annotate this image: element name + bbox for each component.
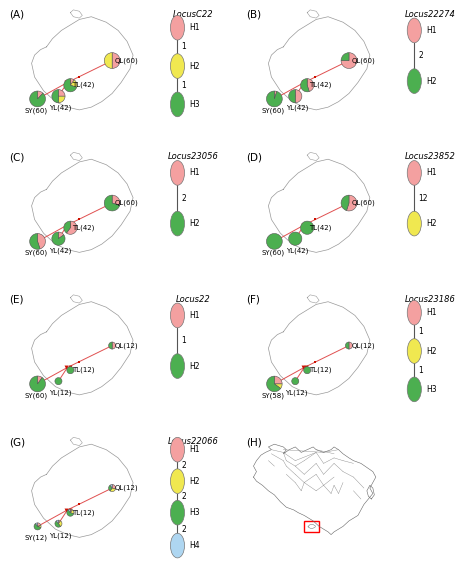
Text: 2: 2 (182, 194, 186, 203)
Text: TL(42): TL(42) (309, 225, 331, 231)
Text: YL(42): YL(42) (49, 247, 71, 253)
Text: Locus22066: Locus22066 (168, 437, 219, 446)
Circle shape (171, 469, 184, 494)
Circle shape (171, 303, 184, 328)
Text: H2: H2 (189, 362, 200, 370)
Text: H4: H4 (189, 541, 200, 550)
Text: H1: H1 (189, 311, 200, 320)
Text: SY(60): SY(60) (25, 107, 47, 114)
Text: H2: H2 (189, 477, 200, 486)
Text: 1: 1 (418, 366, 423, 375)
Text: H1: H1 (189, 23, 200, 32)
Text: (E): (E) (9, 295, 24, 305)
Text: SY(12): SY(12) (25, 535, 47, 541)
Circle shape (171, 16, 184, 40)
Text: Locus23056: Locus23056 (168, 153, 219, 161)
Text: SY(60): SY(60) (25, 392, 47, 399)
Text: 1: 1 (418, 327, 423, 336)
Text: 2: 2 (182, 525, 186, 533)
Text: QL(60): QL(60) (351, 200, 375, 206)
Text: H2: H2 (189, 62, 200, 70)
Text: QL(60): QL(60) (351, 58, 375, 64)
Text: Locus23186: Locus23186 (405, 295, 456, 304)
Circle shape (171, 354, 184, 378)
Text: H2: H2 (426, 219, 437, 228)
Text: H1: H1 (426, 26, 437, 35)
Text: SY(60): SY(60) (261, 107, 284, 114)
Circle shape (407, 161, 421, 185)
Text: QL(60): QL(60) (114, 200, 138, 206)
Text: 1: 1 (182, 43, 186, 51)
Bar (304, 521, 319, 532)
Text: H2: H2 (426, 77, 437, 86)
Text: LocusC22: LocusC22 (173, 10, 213, 19)
Text: Locus22274: Locus22274 (405, 10, 456, 19)
Text: (B): (B) (246, 10, 261, 20)
Circle shape (171, 437, 184, 462)
Text: QL(60): QL(60) (114, 58, 138, 64)
Circle shape (171, 533, 184, 558)
Text: 2: 2 (418, 51, 423, 60)
Text: H1: H1 (189, 168, 200, 177)
Text: 12: 12 (418, 194, 428, 203)
Text: 1: 1 (182, 81, 186, 90)
Circle shape (171, 211, 184, 236)
Text: TL(42): TL(42) (72, 225, 94, 231)
Text: QL(12): QL(12) (115, 485, 138, 491)
Circle shape (407, 69, 421, 93)
Circle shape (171, 92, 184, 117)
Text: YL(42): YL(42) (285, 105, 308, 111)
Text: H1: H1 (426, 168, 437, 177)
Circle shape (407, 18, 421, 43)
Text: QL(12): QL(12) (351, 342, 375, 349)
Text: YL(12): YL(12) (49, 389, 71, 396)
Text: TL(12): TL(12) (72, 367, 94, 373)
Text: 1: 1 (182, 336, 186, 345)
Text: H2: H2 (189, 219, 200, 228)
Circle shape (407, 300, 421, 325)
Text: QL(12): QL(12) (115, 342, 138, 349)
Text: 2: 2 (182, 492, 186, 502)
Text: YL(12): YL(12) (285, 389, 308, 396)
Text: (D): (D) (246, 153, 262, 162)
Text: YL(42): YL(42) (49, 105, 71, 111)
Text: (A): (A) (9, 10, 24, 20)
Circle shape (171, 501, 184, 525)
Text: (H): (H) (246, 437, 262, 448)
Text: H3: H3 (426, 385, 437, 394)
Text: H1: H1 (426, 308, 437, 317)
Circle shape (407, 339, 421, 363)
Text: Locus22: Locus22 (176, 295, 210, 304)
Circle shape (171, 161, 184, 185)
Text: TL(12): TL(12) (72, 509, 94, 516)
Text: TL(42): TL(42) (72, 82, 94, 89)
Text: TL(42): TL(42) (309, 82, 331, 89)
Text: (F): (F) (246, 295, 260, 305)
Text: (C): (C) (9, 153, 25, 162)
Circle shape (407, 211, 421, 236)
Text: H3: H3 (189, 100, 200, 109)
Text: H2: H2 (426, 347, 437, 355)
Text: SY(58): SY(58) (261, 392, 284, 399)
Text: (G): (G) (9, 437, 25, 448)
Text: YL(12): YL(12) (49, 532, 71, 539)
Text: TL(12): TL(12) (309, 367, 331, 373)
Circle shape (407, 377, 421, 401)
Text: H3: H3 (189, 508, 200, 517)
Text: H1: H1 (189, 445, 200, 454)
Circle shape (171, 54, 184, 78)
Text: SY(60): SY(60) (25, 250, 47, 256)
Text: Locus23852: Locus23852 (405, 153, 456, 161)
Text: 2: 2 (182, 461, 186, 470)
Text: YL(42): YL(42) (285, 247, 308, 253)
Text: SY(60): SY(60) (261, 250, 284, 256)
